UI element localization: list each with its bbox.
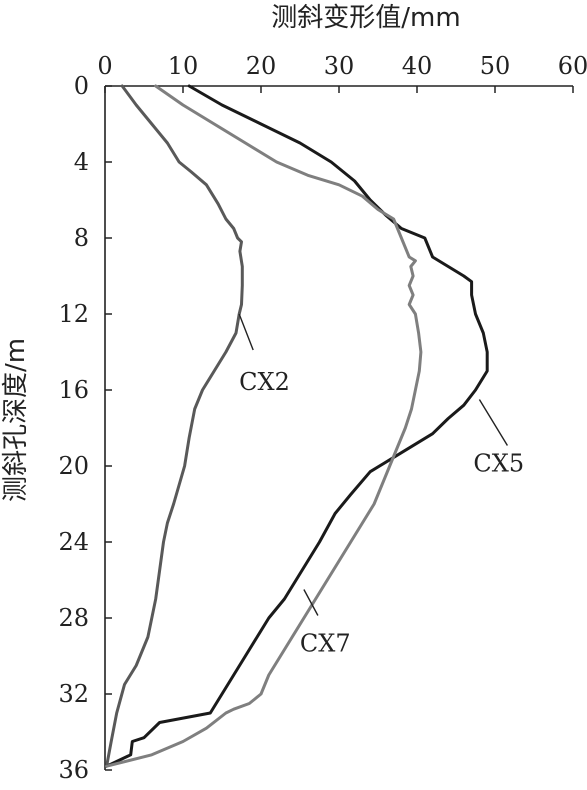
- x-tick-label: 20: [246, 52, 277, 80]
- x-tick-label: 10: [168, 52, 199, 80]
- y-tick-label: 16: [58, 376, 89, 404]
- series-label-cx7: CX7: [300, 630, 351, 658]
- x-axis-title: 测斜变形值/mm: [271, 3, 460, 33]
- y-tick-label: 32: [58, 680, 89, 708]
- y-tick-label: 20: [58, 452, 89, 480]
- leader-line-cx2: [238, 313, 254, 351]
- x-tick-label: 40: [402, 52, 433, 80]
- y-tick-label: 24: [58, 528, 89, 556]
- y-tick-label: 0: [74, 72, 89, 100]
- leader-line-cx5: [478, 399, 508, 446]
- series-line-cx5: [105, 84, 489, 768]
- y-tick-label: 8: [74, 224, 89, 252]
- series-line-cx2: [105, 84, 244, 768]
- y-axis-ticks: 0 4 8 12 16 20 24 28 32 36: [58, 72, 112, 784]
- x-tick-label: 50: [480, 52, 511, 80]
- series-label-cx5: CX5: [473, 450, 524, 478]
- y-tick-label: 4: [74, 148, 89, 176]
- x-axis-ticks: 0 10 20 30 40 50 60: [97, 52, 587, 93]
- series-line-cx7: [105, 84, 423, 768]
- series-layer: [105, 84, 489, 768]
- x-tick-label: 0: [97, 52, 112, 80]
- x-tick-label: 30: [324, 52, 355, 80]
- y-tick-label: 36: [58, 756, 89, 784]
- axes-group: [104, 85, 573, 770]
- leader-line-cx7: [303, 589, 319, 616]
- annotation-layer: CX2 CX5 CX7: [238, 313, 524, 658]
- series-label-cx2: CX2: [239, 368, 290, 396]
- y-tick-label: 28: [58, 604, 89, 632]
- y-axis-title: 测斜孔深度/m: [1, 338, 31, 502]
- y-tick-label: 12: [58, 300, 89, 328]
- x-tick-label: 60: [558, 52, 587, 80]
